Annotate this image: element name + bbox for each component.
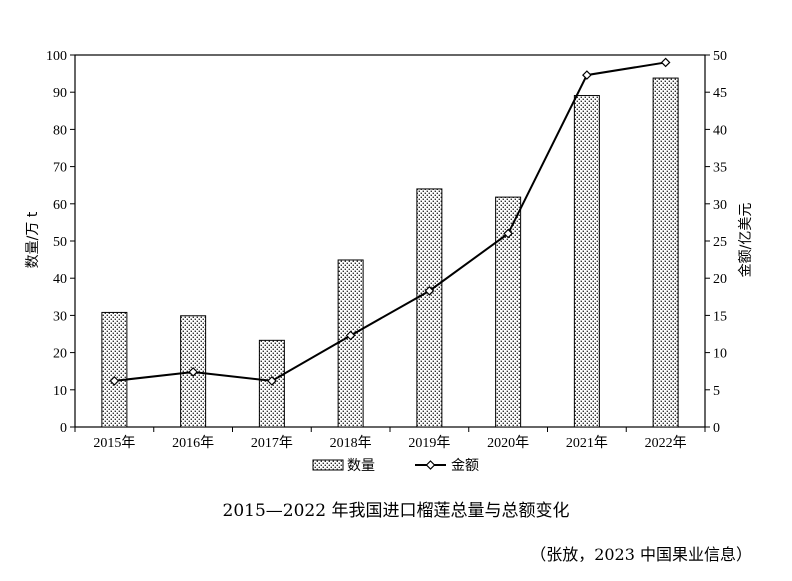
x-tick-label: 2015年 — [93, 435, 135, 451]
y-left-tick-label: 70 — [53, 161, 67, 176]
y-right-tick-label: 30 — [713, 198, 727, 213]
x-tick-label: 2020年 — [487, 435, 529, 451]
y-right-tick-label: 15 — [713, 309, 727, 324]
y-right-tick-label: 20 — [713, 272, 727, 287]
plot-frame — [74, 54, 706, 428]
x-tick-label: 2016年 — [172, 435, 214, 451]
line-point — [424, 285, 435, 296]
bar — [337, 259, 364, 428]
y-right-tick-label: 40 — [713, 123, 727, 138]
line-point — [345, 330, 356, 341]
line-point — [188, 367, 198, 377]
y-right-tick-label: 45 — [713, 86, 727, 101]
chart-source: （张放，2023 中国果业信息） — [530, 545, 752, 564]
y-right-tick-label: 0 — [713, 421, 720, 436]
line-point — [660, 57, 671, 68]
y-right-tick-label: 10 — [713, 347, 727, 362]
chart: 0 10 20 30 40 50 60 70 80 90 100 0 5 10 15 20 25 30 35 40 45… — [25, 49, 754, 474]
x-tick-label: 2017年 — [251, 435, 293, 451]
y-left-tick-label: 40 — [53, 272, 67, 287]
x-tick-label: 2019年 — [408, 435, 450, 451]
tick-labels: 0 10 20 30 40 50 60 70 80 90 100 0 5 10 15 20 25 30 35 40 45… — [46, 49, 727, 451]
x-tick-label: 2021年 — [566, 435, 608, 451]
legend-line-label: 金额 — [451, 458, 479, 474]
series-line — [114, 61, 666, 382]
chart-title: 2015—2022 年我国进口榴莲总量与总额变化 — [222, 501, 570, 521]
y-left-tick-label: 20 — [53, 347, 67, 362]
legend-line-marker — [425, 460, 436, 470]
y-left-tick-label: 60 — [53, 198, 67, 213]
legend: 数量 金额 — [312, 458, 479, 474]
bar — [416, 188, 443, 428]
y-right-tick-label: 35 — [713, 161, 727, 176]
y-right-tick-label: 5 — [713, 384, 720, 399]
y-left-tick-label: 90 — [53, 86, 67, 101]
bar — [652, 77, 679, 428]
x-tick-label: 2018年 — [330, 435, 372, 451]
legend-bar-swatch — [312, 459, 344, 471]
y-axis-right-title: 金额/亿美元 — [738, 203, 754, 278]
bar — [101, 311, 128, 428]
line-point — [267, 376, 277, 386]
bar — [573, 95, 600, 428]
y-axis-left-title: 数量/万 t — [25, 211, 41, 268]
y-left-tick-label: 100 — [46, 49, 67, 64]
bar-series — [101, 77, 679, 428]
y-left-tick-label: 10 — [53, 384, 67, 399]
y-left-tick-label: 0 — [60, 421, 67, 436]
y-left-tick-label: 50 — [53, 235, 67, 250]
x-tick-label: 2022年 — [645, 435, 687, 451]
line-point — [582, 70, 592, 80]
line-point — [503, 228, 513, 239]
legend-bar-label: 数量 — [347, 458, 375, 474]
line-series — [109, 57, 671, 386]
y-left-tick-label: 30 — [53, 309, 67, 324]
y-right-tick-label: 25 — [713, 235, 727, 250]
axes — [70, 54, 710, 432]
y-right-tick-label: 50 — [713, 49, 727, 64]
line-point — [109, 376, 120, 386]
y-left-tick-label: 80 — [53, 123, 67, 138]
